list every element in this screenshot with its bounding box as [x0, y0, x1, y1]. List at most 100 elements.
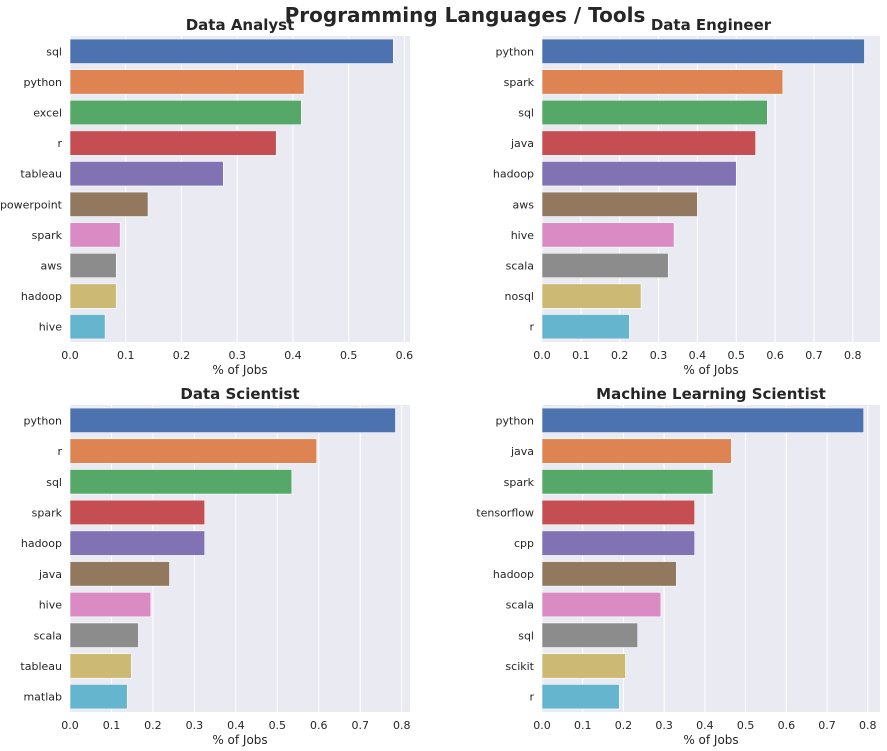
bar-spark — [541, 69, 784, 95]
xtick-label: 0.3 — [655, 719, 673, 732]
xtick-label: 0.5 — [737, 719, 755, 732]
bar-sql — [541, 99, 768, 126]
xtick-label: 0.8 — [859, 719, 877, 732]
ytick-label: scikit — [505, 660, 534, 673]
ytick-label: r — [57, 137, 62, 150]
bar-scala — [69, 622, 139, 648]
ytick-label: python — [24, 414, 63, 427]
ytick-label: python — [496, 414, 535, 427]
bar-python — [541, 407, 865, 433]
ytick-label: java — [510, 445, 534, 458]
ytick-label: hive — [39, 321, 63, 334]
ytick-label: sql — [46, 476, 62, 489]
subplot-2: python spark sql java hadoop aws hive scala nosq… — [493, 16, 880, 377]
subplot-title: Data Scientist — [180, 385, 299, 403]
xtick-label: 0.6 — [778, 719, 796, 732]
ytick-label: powerpoint — [0, 198, 63, 211]
subplot-3: python r sql spark hadoop java hive scala tablea… — [20, 385, 410, 747]
ytick-label: sql — [46, 45, 62, 58]
ytick-label: nosql — [505, 290, 534, 303]
ytick-label: sql — [518, 107, 534, 120]
subplot-grid: sql python excel r tableau powerpoint spark aws… — [0, 16, 880, 747]
ytick-label: spark — [504, 476, 535, 489]
subplot-title: Machine Learning Scientist — [596, 385, 826, 403]
bar-matlab — [69, 684, 128, 710]
ytick-label: scala — [506, 599, 534, 612]
xtick-label: 0.1 — [574, 719, 592, 732]
x-axis-label: % of Jobs — [683, 363, 738, 377]
bar-hive — [69, 591, 152, 618]
ytick-label: spark — [32, 506, 63, 519]
ytick-label: spark — [504, 76, 535, 89]
bar-scikit — [541, 653, 626, 679]
xtick-label: 0.8 — [393, 719, 411, 732]
xtick-label: 0.1 — [103, 719, 121, 732]
bar-scala — [541, 591, 662, 618]
subplot-1: sql python excel r tableau powerpoint spark aws… — [0, 16, 413, 377]
xtick-label: 0.4 — [696, 719, 714, 732]
x-axis-label: % of Jobs — [683, 733, 738, 747]
xtick-label: 0.3 — [650, 349, 668, 362]
ytick-label: scala — [506, 260, 534, 273]
bar-spark — [69, 222, 121, 248]
bar-powerpoint — [69, 191, 149, 217]
bar-sql — [69, 38, 394, 64]
ytick-label: r — [57, 445, 62, 458]
ytick-label: excel — [33, 107, 62, 120]
xtick-label: 0.5 — [340, 349, 358, 362]
xtick-label: 0.2 — [615, 719, 633, 732]
ytick-label: python — [496, 45, 535, 58]
ytick-label: java — [510, 137, 534, 150]
xtick-label: 0.0 — [533, 719, 551, 732]
ytick-label: scala — [34, 629, 62, 642]
bar-java — [69, 561, 170, 587]
xtick-label: 0.2 — [144, 719, 162, 732]
bar-sql — [69, 469, 293, 495]
xtick-label: 0.6 — [396, 349, 414, 362]
ytick-label: hive — [39, 599, 63, 612]
bar-python — [69, 69, 305, 95]
bar-hive — [541, 222, 675, 248]
xtick-label: 0.0 — [61, 719, 79, 732]
ytick-label: hadoop — [493, 168, 534, 181]
xtick-label: 0.4 — [284, 349, 302, 362]
xtick-label: 0.2 — [173, 349, 191, 362]
bar-aws — [69, 252, 117, 279]
bar-tensorflow — [541, 499, 696, 526]
ytick-label: hadoop — [21, 290, 62, 303]
ytick-label: matlab — [23, 691, 62, 704]
bar-hive — [69, 314, 106, 340]
xtick-label: 0.5 — [269, 719, 287, 732]
bar-tableau — [69, 161, 224, 187]
ytick-label: sql — [518, 629, 534, 642]
xtick-label: 0.4 — [227, 719, 245, 732]
xtick-label: 0.5 — [728, 349, 746, 362]
subplot-title: Data Engineer — [651, 16, 772, 34]
bar-hadoop — [69, 283, 117, 309]
ytick-label: tensorflow — [476, 506, 534, 519]
xtick-label: 0.6 — [766, 349, 784, 362]
ytick-label: tableau — [20, 168, 62, 181]
xtick-label: 0.8 — [844, 349, 862, 362]
xtick-label: 0.3 — [186, 719, 204, 732]
bar-r — [541, 314, 630, 340]
bar-python — [541, 38, 865, 64]
xtick-label: 0.6 — [310, 719, 328, 732]
bar-r — [69, 130, 277, 156]
bar-aws — [541, 191, 698, 217]
ytick-label: hive — [511, 229, 535, 242]
bar-hadoop — [541, 561, 677, 587]
xtick-label: 0.4 — [689, 349, 707, 362]
xtick-label: 0.0 — [533, 349, 551, 362]
ytick-label: r — [529, 691, 534, 704]
bar-r — [541, 684, 620, 710]
ytick-label: spark — [32, 229, 63, 242]
ytick-label: tableau — [20, 660, 62, 673]
bar-hadoop — [69, 530, 206, 556]
bar-excel — [69, 99, 302, 126]
bar-spark — [69, 499, 206, 526]
x-axis-label: % of Jobs — [212, 733, 267, 747]
bar-cpp — [541, 530, 696, 556]
xtick-label: 0.1 — [117, 349, 135, 362]
